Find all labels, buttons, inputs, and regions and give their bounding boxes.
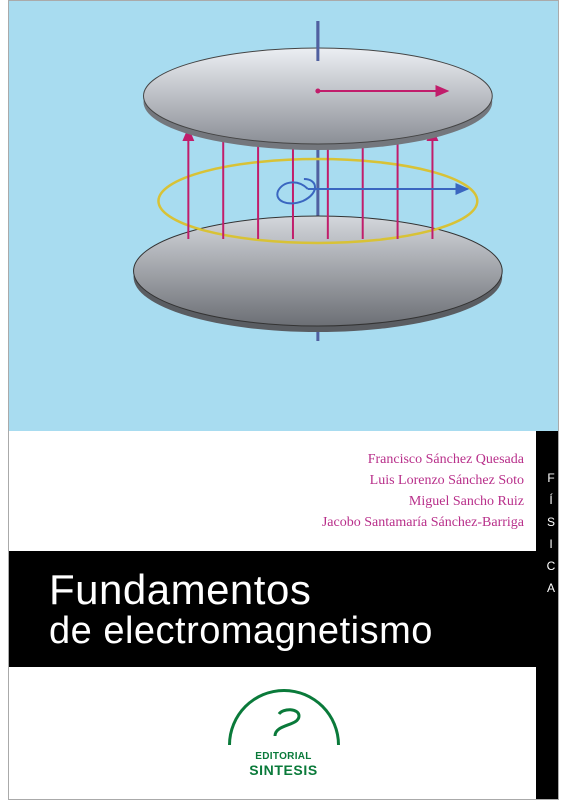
capacitor-diagram [9, 1, 558, 431]
logo-arc [228, 689, 340, 745]
series-label: FÍSICA [536, 471, 558, 603]
title-bar: Fundamentos de electromagnetismo [9, 549, 536, 669]
logo-s-icon [231, 692, 343, 748]
title-line-1: Fundamentos [49, 566, 536, 614]
author-name: Miguel Sancho Ruiz [322, 491, 524, 512]
book-cover: Francisco Sánchez Quesada Luis Lorenzo S… [8, 0, 559, 800]
author-name: Francisco Sánchez Quesada [322, 449, 524, 470]
publisher-text: EDITORIAL SINTESIS [225, 751, 343, 778]
title-line-2: de electromagnetismo [49, 610, 536, 653]
publisher-logo: EDITORIAL SINTESIS [225, 689, 343, 778]
authors-block: Francisco Sánchez Quesada Luis Lorenzo S… [322, 449, 524, 533]
spiral-path [277, 179, 315, 203]
publisher-line2: SINTESIS [249, 762, 318, 778]
top-plate [144, 48, 493, 144]
publisher-line1: EDITORIAL [255, 751, 311, 762]
author-name: Luis Lorenzo Sánchez Soto [322, 470, 524, 491]
author-name: Jacobo Santamaría Sánchez-Barriga [322, 512, 524, 533]
